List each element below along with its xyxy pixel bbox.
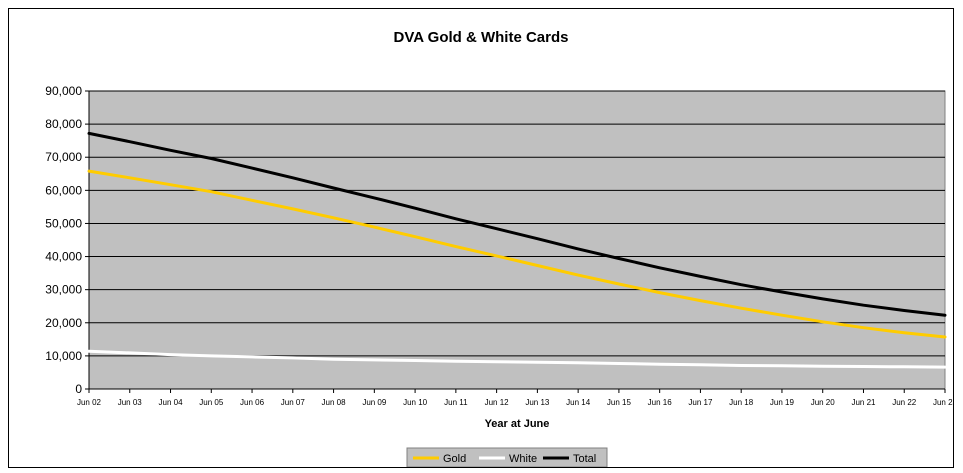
x-tick-label: Jun 13 — [525, 398, 550, 407]
x-tick-label: Jun 17 — [688, 398, 713, 407]
series-line-gold — [87, 169, 947, 339]
x-tick-label: Jun 09 — [362, 398, 387, 407]
x-tick-label: Jun 20 — [811, 398, 836, 407]
y-axis: 0 10,000 20,000 30,000 40,000 50,000 60,000 70,… — [45, 84, 90, 396]
grid-lines — [89, 90, 945, 357]
chart-canvas: DVA Gold & White Cards 0 10,000 20,000 30,0… — [45, 29, 953, 467]
x-tick-label: Jun 12 — [485, 398, 510, 407]
y-tick-label: 30,000 — [45, 283, 82, 297]
legend-box — [406, 447, 608, 467]
x-axis: Jun 02 Jun 03 Jun 04 Jun 05 Jun 06 Jun 07 Jun … — [77, 388, 953, 407]
x-tick-label: Jun 07 — [281, 398, 306, 407]
legend: Gold White Total — [406, 447, 608, 467]
x-tick-label: Jun 02 — [77, 398, 102, 407]
x-tick-label: Jun 08 — [322, 398, 347, 407]
y-tick-label: 10,000 — [45, 349, 82, 363]
series-lines — [87, 131, 947, 369]
chart-frame: DVA Gold & White Cards 0 10,000 20,000 30,0… — [8, 8, 954, 468]
series-line-white — [87, 349, 947, 369]
x-tick-label: Jun 15 — [607, 398, 632, 407]
x-tick-label: Jun 10 — [403, 398, 428, 407]
x-axis-label: Year at June — [485, 418, 550, 430]
y-tick-label: 90,000 — [45, 84, 82, 98]
y-tick-label: 80,000 — [45, 117, 82, 131]
y-tick-label: 0 — [75, 382, 82, 396]
x-tick-label: Jun 22 — [892, 398, 917, 407]
legend-label-white: White — [509, 453, 537, 465]
x-tick-label: Jun 14 — [566, 398, 591, 407]
x-tick-label: Jun 16 — [648, 398, 673, 407]
x-tick-label: Jun 05 — [199, 398, 224, 407]
y-tick-label: 70,000 — [45, 150, 82, 164]
y-tick-label: 50,000 — [45, 216, 82, 230]
x-tick-label: Jun 23 — [933, 398, 953, 407]
legend-label-total: Total — [573, 453, 596, 465]
plot-area — [88, 90, 946, 390]
y-tick-label: 20,000 — [45, 316, 82, 330]
x-tick-label: Jun 18 — [729, 398, 754, 407]
chart-title: DVA Gold & White Cards — [393, 29, 568, 46]
y-tick-label: 40,000 — [45, 250, 82, 264]
x-tick-label: Jun 21 — [851, 398, 876, 407]
series-line-total — [87, 131, 947, 317]
legend-label-gold: Gold — [443, 453, 466, 465]
x-tick-label: Jun 19 — [770, 398, 795, 407]
x-tick-label: Jun 11 — [444, 398, 468, 407]
y-tick-label: 60,000 — [45, 183, 82, 197]
x-tick-label: Jun 04 — [159, 398, 184, 407]
x-tick-label: Jun 03 — [118, 398, 143, 407]
x-tick-label: Jun 06 — [240, 398, 265, 407]
